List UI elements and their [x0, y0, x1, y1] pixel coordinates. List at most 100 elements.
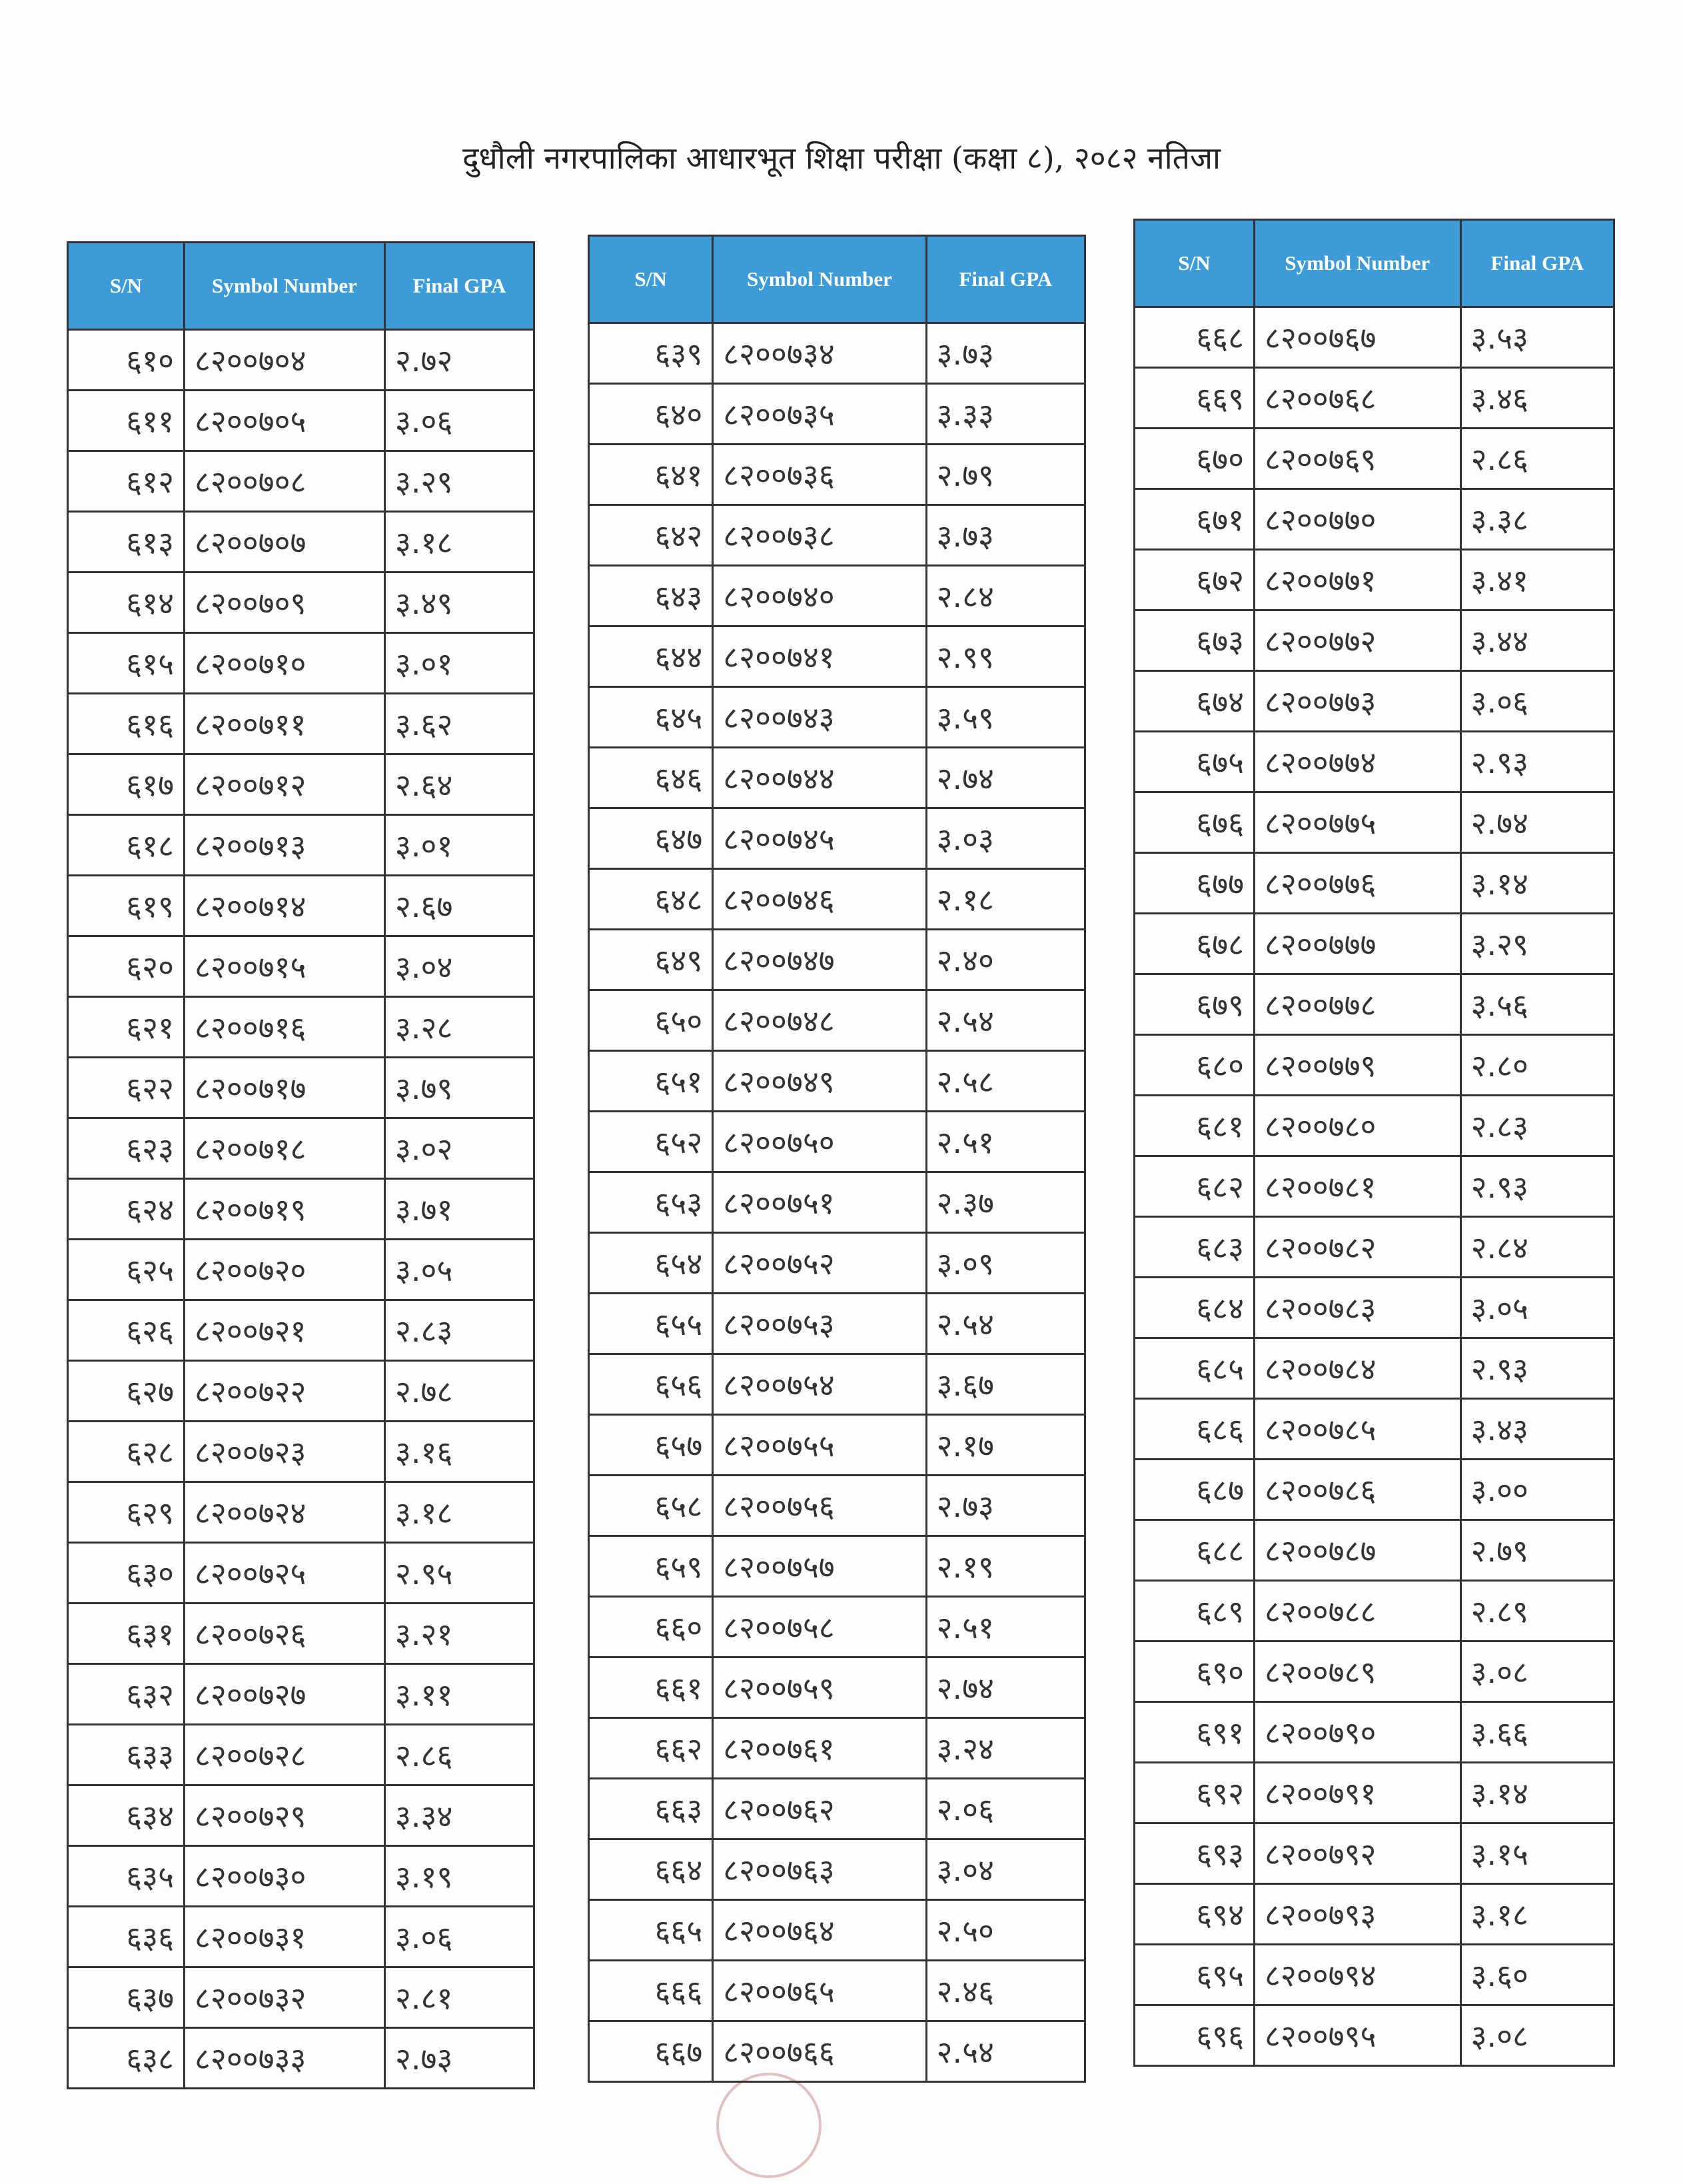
cell: ३.११ [384, 1663, 535, 1725]
cell: ८२००७४१ [712, 625, 927, 688]
result-row: ६८९ ८२००७८८ २.८९ [1133, 1580, 1616, 1642]
cell: ६६६ [587, 1959, 714, 2022]
result-row: ६२३ ८२००७१८ ३.०२ [67, 1117, 535, 1180]
cell: ८२००७९४ [1253, 1943, 1462, 2006]
cell: ३.१६ [384, 1420, 535, 1483]
cell: ३.०८ [1459, 1640, 1616, 1703]
cell: ६७५ [1133, 730, 1255, 793]
cell: ६२७ [67, 1360, 185, 1422]
cell: ६४९ [587, 928, 714, 991]
cell: ३.०४ [925, 1838, 1087, 1901]
cell: २.७९ [1459, 1519, 1616, 1582]
cell: ६३३ [67, 1723, 185, 1786]
cell: ८२००७८३ [1253, 1276, 1462, 1339]
cell: ८२००७२७ [183, 1663, 386, 1725]
cell: ६८३ [1133, 1216, 1255, 1278]
cell: ८२००७८६ [1253, 1458, 1462, 1521]
cell: ८२००७०८ [183, 450, 386, 513]
result-row: ६४४ ८२००७४१ २.९९ [587, 625, 1087, 688]
cell: २.१७ [925, 1414, 1087, 1476]
result-row: ६५२ ८२००७५० २.५१ [587, 1110, 1087, 1173]
cell: ६५३ [587, 1171, 714, 1234]
cell: ३.७३ [925, 322, 1087, 385]
cell: ८२००७७४ [1253, 730, 1462, 793]
cell: ३.६७ [925, 1353, 1087, 1416]
result-row: ६३१ ८२००७२६ ३.२१ [67, 1602, 535, 1665]
cell: ६६० [587, 1596, 714, 1658]
cell: ८२००७६१ [712, 1717, 927, 1779]
cell: ८२००७०७ [183, 511, 386, 573]
column-header: S/N [67, 241, 185, 331]
result-row: ६५० ८२००७४८ २.५४ [587, 989, 1087, 1052]
cell: ३.५९ [925, 686, 1087, 748]
cell: ६२२ [67, 1056, 185, 1119]
header-row: S/N Symbol Number Final GPA [67, 241, 535, 331]
cell: ८२००७३२ [183, 1966, 386, 2029]
cell: २.८३ [1459, 1094, 1616, 1157]
result-row: ६४७ ८२००७४५ ३.०३ [587, 807, 1087, 870]
result-row: ६४६ ८२००७४४ २.७४ [587, 746, 1087, 809]
result-row: ६९० ८२००७८९ ३.०८ [1133, 1640, 1616, 1703]
cell: ६२८ [67, 1420, 185, 1483]
column-header: Final GPA [1459, 219, 1616, 308]
cell: ३.४१ [1459, 548, 1616, 611]
cell: ८२००७७६ [1253, 852, 1462, 914]
cell: ६५७ [587, 1414, 714, 1476]
cell: ६४३ [587, 564, 714, 627]
cell: ८२००७४० [712, 564, 927, 627]
result-row: ६३५ ८२००७३० ३.१९ [67, 1845, 535, 1907]
cell: २.७३ [384, 2027, 535, 2089]
cell: ६१६ [67, 692, 185, 755]
cell: ३.०९ [925, 1232, 1087, 1294]
cell: ३.४६ [1459, 367, 1616, 429]
cell: ६३२ [67, 1663, 185, 1725]
cell: ६२४ [67, 1178, 185, 1240]
cell: २.५१ [925, 1596, 1087, 1658]
cell: ६५५ [587, 1292, 714, 1355]
cell: ८२००७८१ [1253, 1155, 1462, 1218]
cell: ३.०० [1459, 1458, 1616, 1521]
cell: ३.२८ [384, 996, 535, 1058]
cell: ६३० [67, 1542, 185, 1604]
cell: ८२००७३४ [712, 322, 927, 385]
cell: ३.०६ [1459, 670, 1616, 732]
result-row: ६७६ ८२००७७५ २.७४ [1133, 791, 1616, 854]
cell: ३.०६ [384, 1905, 535, 1968]
cell: ८२००७४६ [712, 868, 927, 930]
cell: ८२००७६९ [1253, 427, 1462, 490]
cell: ८२००७६२ [712, 1777, 927, 1840]
cell: ८२००७१५ [183, 935, 386, 998]
cell: ३.६६ [1459, 1701, 1616, 1763]
cell: ८२००७९३ [1253, 1883, 1462, 1945]
result-row: ६४९ ८२००७४७ २.४० [587, 928, 1087, 991]
result-row: ६६८ ८२००७६७ ३.५३ [1133, 306, 1616, 369]
cell: ८२००७६७ [1253, 306, 1462, 369]
result-row: ६७७ ८२००७७६ ३.१४ [1133, 852, 1616, 914]
cell: ३.०२ [384, 1117, 535, 1180]
cell: ६५० [587, 989, 714, 1052]
cell: २.८१ [384, 1966, 535, 2029]
cell: ६६४ [587, 1838, 714, 1901]
cell: ८२००७४३ [712, 686, 927, 748]
column-header: Symbol Number [712, 235, 927, 324]
result-row: ६५७ ८२००७५५ २.१७ [587, 1414, 1087, 1476]
cell: ३.०३ [925, 807, 1087, 870]
cell: ६६३ [587, 1777, 714, 1840]
cell: ६७३ [1133, 609, 1255, 672]
table-head: S/N Symbol Number Final GPA [67, 241, 535, 331]
result-row: ६९२ ८२००७९१ ३.१४ [1133, 1761, 1616, 1824]
cell: ६३५ [67, 1845, 185, 1907]
cell: ८२००७५७ [712, 1535, 927, 1598]
cell: २.८६ [384, 1723, 535, 1786]
cell: ३.०८ [1459, 2004, 1616, 2067]
cell: ८२००७३१ [183, 1905, 386, 1968]
cell: ६७९ [1133, 973, 1255, 1036]
result-row: ६६० ८२००७५८ २.५१ [587, 1596, 1087, 1658]
cell: ६१५ [67, 632, 185, 694]
result-row: ६७८ ८२००७७७ ३.२९ [1133, 912, 1616, 975]
cell: २.८० [1459, 1034, 1616, 1096]
cell: ३.६२ [384, 692, 535, 755]
table-body: ६१० ८२००७०४ २.७२ ६११ ८२००७०५ ३.०६ ६१२ ८२००७०८ ३.… [67, 329, 535, 2089]
cell: ३.१८ [384, 511, 535, 573]
result-row: ६८६ ८२००७८५ ३.४३ [1133, 1398, 1616, 1460]
